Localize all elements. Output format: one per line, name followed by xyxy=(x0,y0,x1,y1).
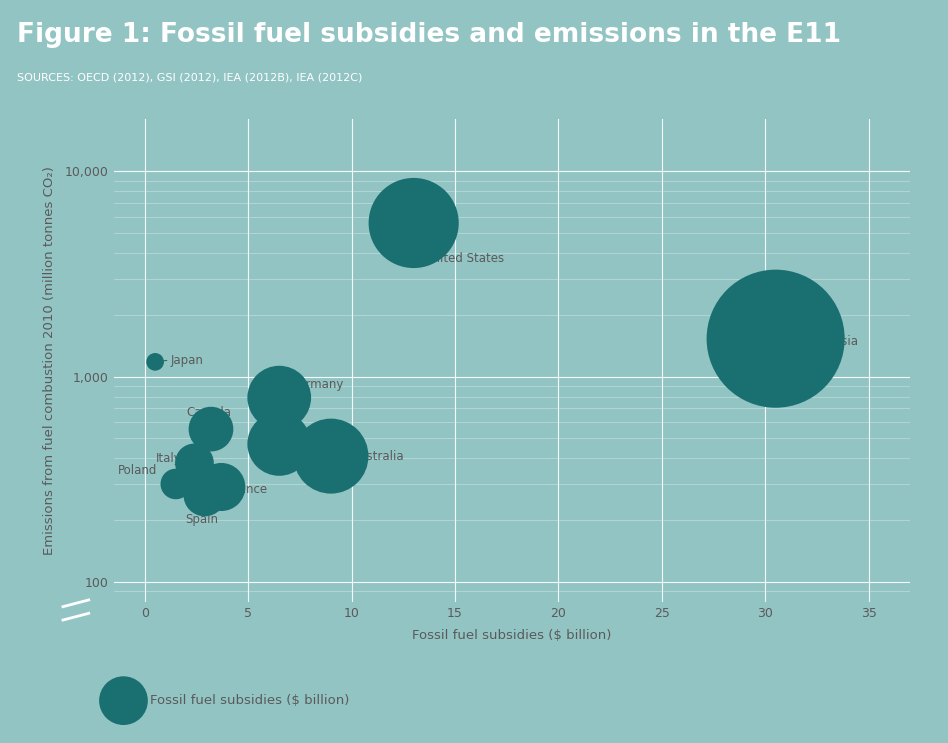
Point xyxy=(272,438,287,450)
Point xyxy=(187,457,202,469)
Text: Italy: Italy xyxy=(156,452,182,465)
Point xyxy=(609,345,624,357)
Text: Australia: Australia xyxy=(352,450,404,463)
Text: Germany: Germany xyxy=(289,377,344,391)
Text: Figure 1: Fossil fuel subsidies and emissions in the E11: Figure 1: Fossil fuel subsidies and emis… xyxy=(17,22,841,48)
Y-axis label: Emissions from fuel combustion 2010 (million tonnes CO₂): Emissions from fuel combustion 2010 (mil… xyxy=(43,166,56,555)
Text: Japan: Japan xyxy=(171,354,204,366)
Text: Fossil fuel subsidies ($ billion): Fossil fuel subsidies ($ billion) xyxy=(150,694,349,707)
Text: UK: UK xyxy=(255,440,271,453)
Text: France: France xyxy=(228,483,267,496)
Point xyxy=(323,450,338,462)
Point xyxy=(148,356,163,368)
Point xyxy=(272,392,287,403)
Point xyxy=(406,217,421,229)
Text: SOURCES: OECD (2012), GSI (2012), IEA (2012B), IEA (2012C): SOURCES: OECD (2012), GSI (2012), IEA (2… xyxy=(17,72,362,82)
Text: Canada: Canada xyxy=(187,406,231,419)
Point xyxy=(204,424,219,435)
Text: Poland: Poland xyxy=(118,464,157,477)
Text: Spain: Spain xyxy=(185,513,218,526)
Point xyxy=(168,478,183,490)
Point xyxy=(197,489,212,501)
Text: Russia: Russia xyxy=(821,335,859,348)
Text: United States: United States xyxy=(424,253,504,265)
Point xyxy=(213,481,228,493)
X-axis label: Fossil fuel subsidies ($ billion): Fossil fuel subsidies ($ billion) xyxy=(412,629,611,642)
Point xyxy=(768,333,783,345)
